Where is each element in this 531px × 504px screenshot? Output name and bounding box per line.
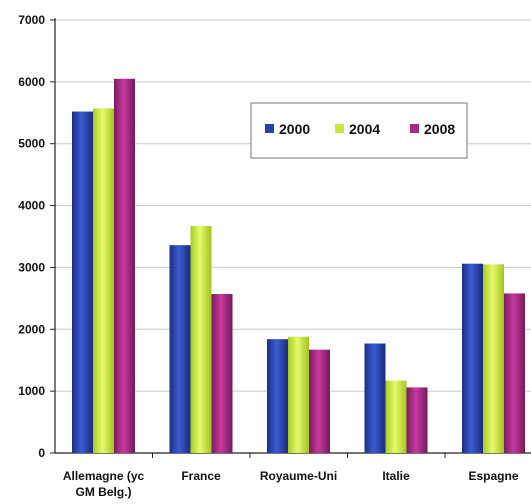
x-category-label: Espagne xyxy=(468,469,518,483)
legend: 2000 2004 2008 xyxy=(250,102,468,159)
bar-2008 xyxy=(211,294,233,453)
y-tick-label: 6000 xyxy=(18,75,45,89)
legend-label: 2000 xyxy=(279,121,310,137)
bar-2004 xyxy=(93,108,114,453)
bar-2008 xyxy=(504,293,525,453)
bar-2000 xyxy=(364,343,386,453)
bar-2004 xyxy=(483,264,504,453)
y-tick-label: 0 xyxy=(38,446,45,460)
x-category-label: Allemagne (yc GM Belg.) xyxy=(63,469,145,499)
bar-2004 xyxy=(385,380,407,453)
bar-2000 xyxy=(72,111,93,453)
y-tick-label: 1000 xyxy=(18,384,45,398)
bar-2008 xyxy=(406,387,428,453)
y-tick-label: 7000 xyxy=(18,13,45,27)
x-category-label: France xyxy=(181,469,221,483)
legend-swatch xyxy=(335,124,344,133)
y-tick-label: 2000 xyxy=(18,322,45,336)
y-tick-label: 3000 xyxy=(18,260,45,274)
bar-2008 xyxy=(309,349,330,453)
x-category-label: Royaume-Uni xyxy=(260,469,337,483)
legend-swatch xyxy=(265,124,274,133)
category-labels: Allemagne (yc GM Belg.) France Royaume-Uni I… xyxy=(63,469,519,499)
y-tick-labels: 0 1000 2000 3000 4000 5000 6000 7000 xyxy=(18,13,45,460)
bar-2004 xyxy=(190,225,212,453)
legend-label: 2008 xyxy=(424,121,455,137)
bar-2000 xyxy=(267,339,288,453)
bar-2004 xyxy=(288,336,309,453)
y-tick-label: 5000 xyxy=(18,137,45,151)
bar-2000 xyxy=(169,245,191,453)
legend-label: 2004 xyxy=(349,121,380,137)
legend-swatch xyxy=(410,124,419,133)
x-category-label: Italie xyxy=(382,469,410,483)
y-tick-label: 4000 xyxy=(18,199,45,213)
bars xyxy=(72,78,525,453)
legend-box xyxy=(250,102,468,159)
bar-2000 xyxy=(462,263,483,453)
bar-2008 xyxy=(114,78,135,453)
